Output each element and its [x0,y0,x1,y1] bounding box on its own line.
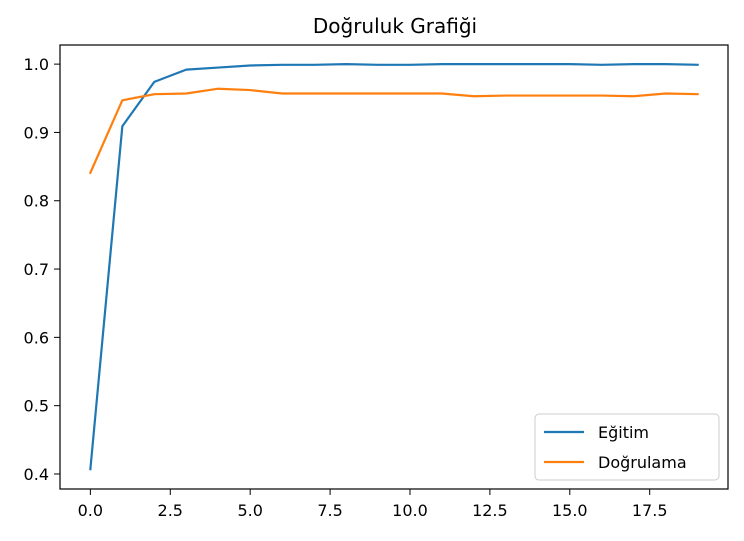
x-tick-label: 5.0 [237,501,262,520]
y-tick-label: 0.9 [24,123,49,142]
x-tick-label: 15.0 [552,501,588,520]
y-tick-label: 0.8 [24,192,49,211]
x-axis: 0.0 2.5 5.0 7.5 10.0 12.5 15.0 17.5 [78,489,668,520]
y-tick-label: 0.6 [24,328,49,347]
legend-label-1: Doğrulama [598,453,687,472]
x-tick-label: 10.0 [392,501,428,520]
plot-frame [59,44,729,490]
y-tick-label: 0.5 [24,397,49,416]
y-axis: 0.4 0.5 0.6 0.7 0.8 0.9 1.0 [24,55,60,484]
x-tick-label: 17.5 [632,501,668,520]
legend-label-0: Eğitim [598,423,649,442]
series-line-0 [89,63,699,471]
y-tick-label: 1.0 [24,55,49,74]
chart-title: Doğruluk Grafiği [313,14,477,38]
series-line-1 [88,87,699,175]
y-tick-label: 0.7 [24,260,49,279]
x-tick-label: 2.5 [158,501,183,520]
legend: Eğitim Doğrulama [534,413,720,481]
y-tick-label: 0.4 [24,465,49,484]
x-tick-label: 0.0 [78,501,103,520]
x-tick-label: 7.5 [317,501,342,520]
x-tick-label: 12.5 [472,501,508,520]
series-layer [88,63,699,471]
legend-box [534,413,720,481]
